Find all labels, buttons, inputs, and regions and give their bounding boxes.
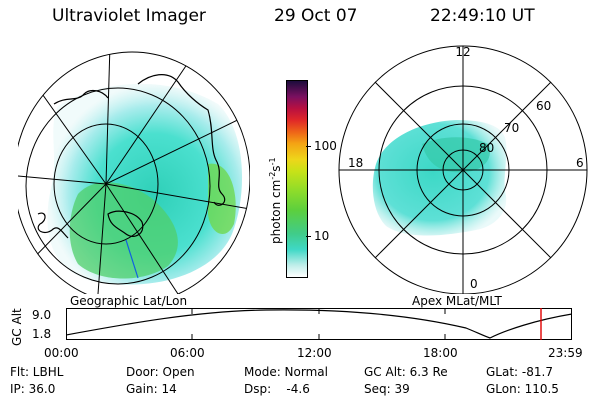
altitude-plot [66,308,572,340]
status-gc-alt: GC Alt: 6.3 Re [364,365,448,379]
status-seq: Seq: 39 [364,382,410,396]
polar-mlt-plot: 12 18 6 0 60 70 80 [338,45,588,294]
right-map-caption: Apex MLat/MLT [412,294,502,308]
status-door: Door: Open [126,365,195,379]
app-title: Ultraviolet Imager [52,6,206,26]
status-dsp: Dsp: -4.6 [244,382,310,396]
colorbar-unit-label: photon cm-2s-1 [268,157,283,244]
mlt-label-0: 0 [470,277,478,291]
polar-aurora-region [372,120,507,236]
status-gain: Gain: 14 [126,382,177,396]
status-glon: GLon: 110.5 [486,382,559,396]
mlat-label-80: 80 [479,141,494,155]
mlat-label-70: 70 [504,121,519,135]
status-mode: Mode: Normal [244,365,328,379]
alt-plot-ticks [191,308,446,340]
geographic-map [18,51,250,294]
alt-xtick-2359: 23:59 [548,346,583,360]
alt-plot-ybottom: 1.8 [32,327,52,341]
alt-xtick-0600: 06:00 [170,346,205,360]
colorbar-tick-100 [306,146,311,147]
status-glat: GLat: -81.7 [486,365,553,379]
mlt-label-18: 18 [348,156,363,170]
alt-xtick-1800: 18:00 [423,346,458,360]
colorbar-tick-10 [306,236,311,237]
time-label: 22:49:10 UT [430,6,535,26]
coastline [37,74,226,239]
aurora-core-region [69,182,178,279]
orbit-track [125,239,139,279]
status-ip: IP: 36.0 [10,382,56,396]
mlt-label-12: 12 [455,45,470,59]
alt-plot-ylabel: GC Alt [10,308,24,346]
colorbar-tick-label-100: 100 [314,139,337,153]
polar-grid [338,45,588,294]
status-flt: Flt: LBHL [10,365,64,379]
left-map-caption: Geographic Lat/Lon [70,294,188,308]
aurora-bright-patch [208,163,236,235]
date-label: 29 Oct 07 [274,6,358,26]
alt-plot-ytop: 9.0 [32,308,52,322]
colorbar-tick-label-10: 10 [314,229,330,243]
alt-xtick-1200: 12:00 [297,346,332,360]
mlat-label-60: 60 [536,99,551,113]
altitude-curve [66,309,572,339]
mlt-label-6: 6 [576,156,584,170]
colorbar [286,80,308,278]
alt-xtick-0000: 00:00 [44,346,79,360]
